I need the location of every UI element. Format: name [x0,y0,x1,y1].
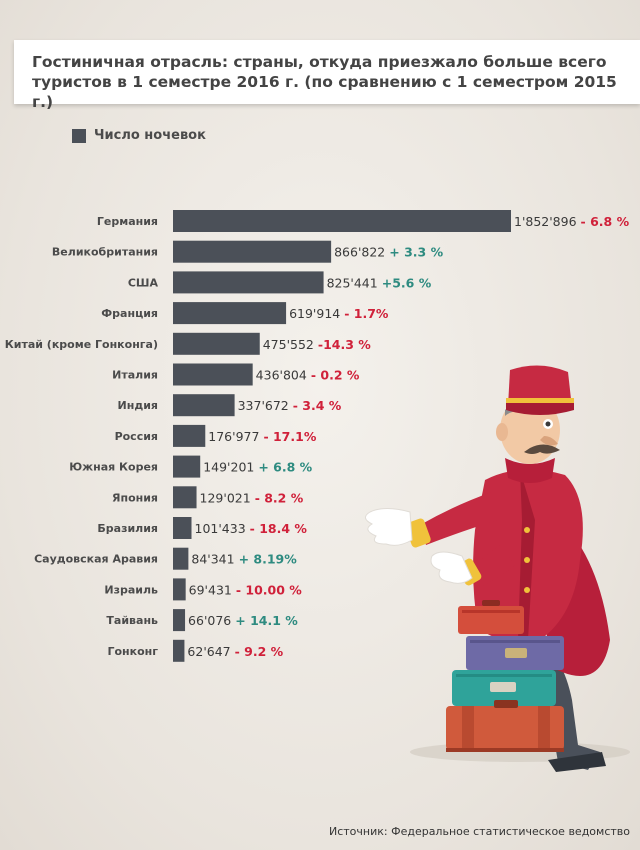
value-text: 84'341 [191,552,234,567]
bar [173,271,324,294]
value-text: 149'201 [203,460,254,475]
change-label: - 3.4 % [293,398,342,413]
value-label: 66'076 + 14.1 % [188,613,298,628]
category-label: Франция [101,307,158,320]
bar [173,210,511,232]
legend-swatch [72,129,86,143]
value-text: 1'852'896 [514,214,577,229]
bar [173,302,287,325]
category-label: Гонконг [107,645,158,658]
bar [173,517,192,539]
bar [173,547,189,570]
change-label: - 17.1% [263,429,316,444]
bar [173,332,260,355]
category-label: Великобритания [52,246,158,259]
category-label: Китай (кроме Гонконга) [5,338,158,351]
value-label: 825'441 +5.6 % [327,275,432,290]
change-label: - 8.2 % [255,490,304,505]
value-text: 475'552 [263,337,314,352]
change-label: - 9.2 % [235,644,284,659]
bar [173,486,197,509]
value-label: 101'433 - 18.4 % [195,521,308,536]
category-label: Россия [115,430,158,443]
change-label: - 18.4 % [250,521,308,536]
value-text: 101'433 [195,521,246,536]
bar-chart: Германия 1'852'896 - 6.8 % Великобритания 86… [5,210,630,662]
value-label: 84'341 + 8.19% [191,552,297,567]
bar [173,394,235,417]
change-label: + 3.3 % [389,245,443,260]
change-label: +5.6 % [382,275,432,290]
value-text: 337'672 [238,398,289,413]
bar [173,639,185,662]
value-text: 129'021 [200,490,251,505]
bar [173,363,253,386]
source-note: Источник: Федеральное статистическое вед… [329,825,630,838]
category-label: Бразилия [97,522,158,535]
value-text: 69'431 [189,582,232,597]
change-label: - 10.00 % [236,582,302,597]
category-label: Южная Корея [69,461,158,474]
bar [173,424,206,447]
value-text: 436'804 [256,368,307,383]
value-label: 176'977 - 17.1% [208,429,317,444]
value-text: 176'977 [208,429,259,444]
category-label: Германия [97,215,158,228]
value-label: 866'822 + 3.3 % [334,245,443,260]
change-label: - 1.7% [344,306,389,321]
value-label: 129'021 - 8.2 % [200,490,304,505]
category-label: Саудовская Аравия [34,553,158,566]
category-label: США [128,276,159,289]
category-label: Италия [112,369,158,382]
value-text: 619'914 [289,306,340,321]
change-label: - 6.8 % [581,214,630,229]
value-text: 825'441 [327,275,378,290]
legend-label: Число ночевок [94,128,206,143]
value-label: 149'201 + 6.8 % [203,460,312,475]
change-label: - 0.2 % [311,368,360,383]
value-text: 66'076 [188,613,231,628]
value-text: 62'647 [187,644,230,659]
category-label: Япония [112,491,158,504]
change-label: + 6.8 % [258,460,312,475]
change-label: + 8.19% [239,552,298,567]
bar [173,240,332,263]
change-label: -14.3 % [318,337,371,352]
bar [173,609,186,632]
bar [173,455,201,478]
value-text: 866'822 [334,245,385,260]
title-box: Гостиничная отрасль: страны, откуда прие… [14,40,640,111]
category-label: Индия [118,399,158,412]
value-label: 1'852'896 - 6.8 % [514,214,630,229]
value-label: 475'552 -14.3 % [263,337,372,352]
value-label: 337'672 - 3.4 % [238,398,342,413]
bar [173,578,186,601]
value-label: 436'804 - 0.2 % [256,368,360,383]
change-label: + 14.1 % [235,613,298,628]
value-label: 619'914 - 1.7% [289,306,389,321]
category-label: Тайвань [106,614,158,627]
value-label: 69'431 - 10.00 % [189,582,303,597]
chart-title: Гостиничная отрасль: страны, откуда прие… [32,53,617,111]
value-label: 62'647 - 9.2 % [187,644,283,659]
category-label: Израиль [104,583,158,596]
